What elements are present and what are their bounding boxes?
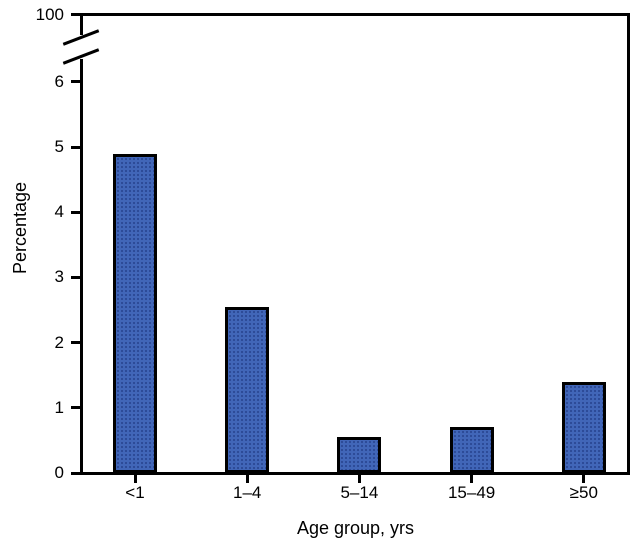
y-tick-mark bbox=[71, 80, 81, 84]
y-tick-label: 0 bbox=[54, 463, 64, 482]
x-axis-title: Age group, yrs bbox=[296, 518, 415, 538]
x-tick-mark bbox=[470, 475, 474, 483]
bar-1–4 bbox=[225, 307, 269, 473]
x-tick-label: 1–4 bbox=[233, 483, 262, 502]
x-tick-label: 5–14 bbox=[340, 483, 379, 502]
x-tick-mark bbox=[245, 475, 249, 483]
y-tick-label-broken-top: 100 bbox=[35, 5, 64, 24]
y-tick-mark bbox=[71, 275, 81, 279]
bar-≥50 bbox=[562, 382, 606, 473]
y-tick-label: 4 bbox=[54, 202, 64, 222]
y-tick-mark bbox=[71, 210, 81, 214]
bar-5–14 bbox=[337, 437, 381, 473]
x-tick-label: 15–49 bbox=[447, 483, 496, 502]
y-axis-line-lower bbox=[79, 59, 83, 475]
x-tick-label: <1 bbox=[125, 483, 145, 502]
bar-<1 bbox=[113, 154, 157, 473]
y-tick-mark bbox=[71, 406, 81, 410]
plot-right-frame-line bbox=[627, 13, 630, 475]
y-tick-label: 1 bbox=[54, 397, 64, 417]
y-tick-label: 3 bbox=[54, 267, 64, 287]
y-tick-mark bbox=[71, 341, 81, 345]
y-tick-label: 2 bbox=[54, 332, 64, 352]
y-axis-line-upper bbox=[79, 14, 83, 35]
plot-top-frame-line bbox=[71, 13, 630, 16]
y-tick-label: 5 bbox=[54, 137, 64, 157]
x-tick-mark bbox=[582, 475, 586, 483]
bar-15–49 bbox=[450, 427, 494, 473]
x-axis-line bbox=[71, 472, 630, 475]
x-tick-mark bbox=[357, 475, 361, 483]
y-tick-label: 6 bbox=[54, 71, 64, 91]
x-tick-mark bbox=[133, 475, 137, 483]
y-tick-mark bbox=[71, 145, 81, 149]
x-tick-label: ≥50 bbox=[569, 483, 598, 502]
